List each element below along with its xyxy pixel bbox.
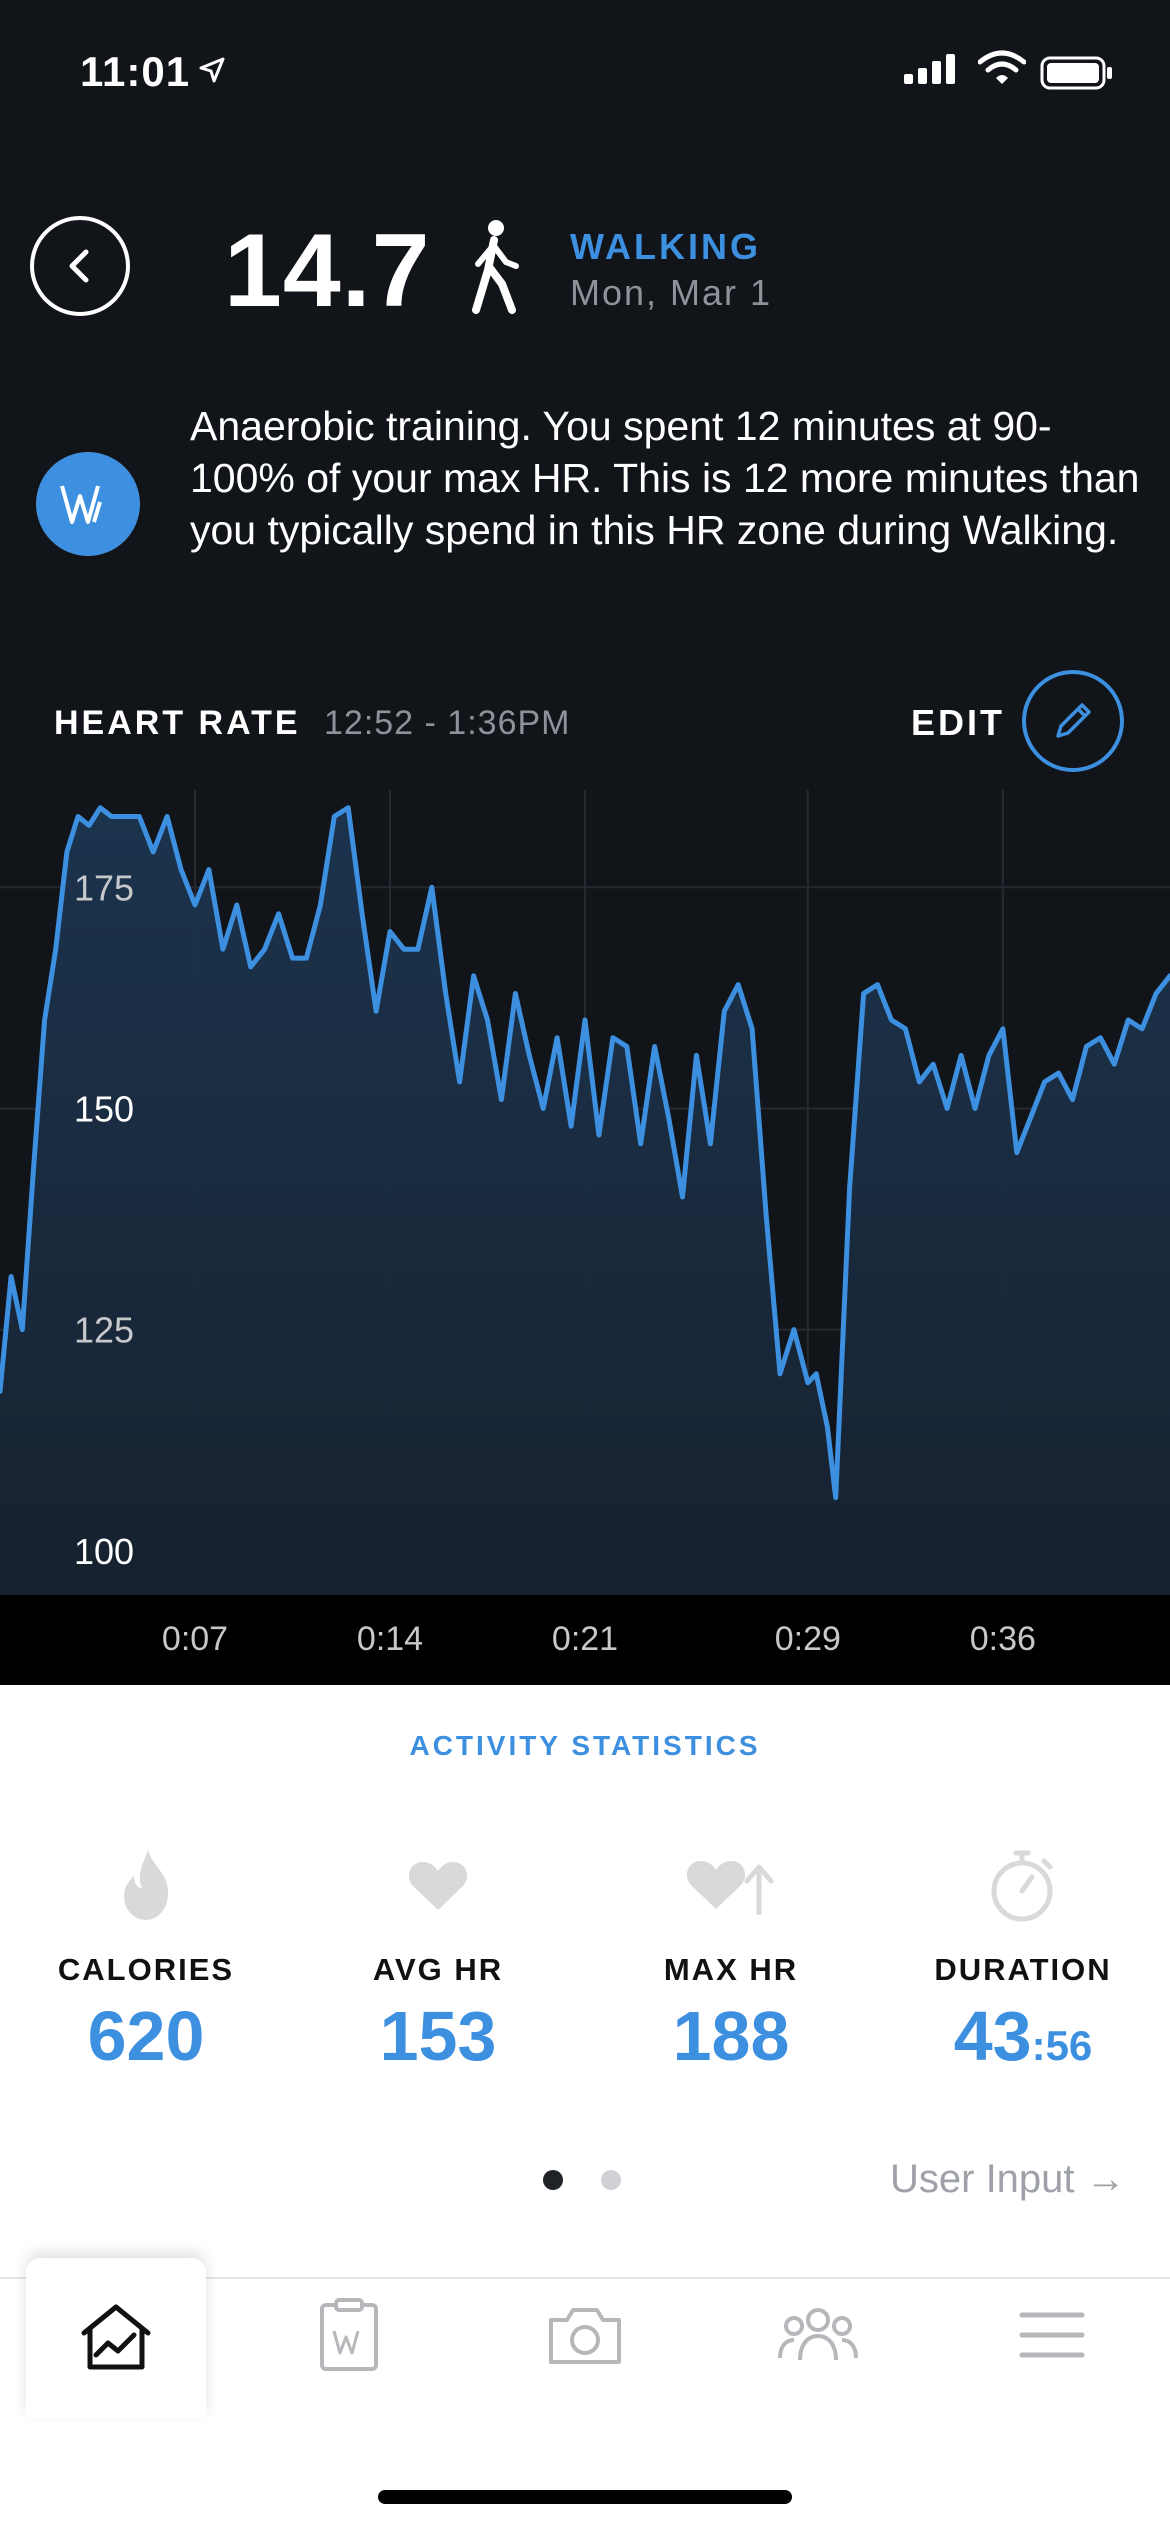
duration-label: DURATION [934,1952,1112,1987]
heart-arrow-up-icon [686,1861,774,1915]
stat-avg-hr: AVG HR 153 [318,1840,558,2076]
calories-value: 620 [87,1997,205,2075]
walking-person-icon [472,220,519,314]
y-tick-label: 100 [74,1531,134,1572]
heart-rate-chart: 175 150 125 100 [0,790,1170,1595]
heart-rate-time-range: 12:52 - 1:36PM [324,704,571,742]
tab-camera[interactable] [495,2260,675,2410]
stat-calories: CALORIES 620 [26,1840,266,2076]
strain-score: 14.7 [224,213,431,329]
heart-rate-title: HEART RATE [54,704,301,742]
edit-button[interactable] [1022,670,1124,772]
journal-icon [320,2298,378,2371]
heart-rate-area-fill [0,807,1170,1595]
heart-rate-line [0,805,1170,1501]
arrow-right-icon: → [1085,2157,1126,2201]
home-chart-icon [81,2304,151,2370]
x-tick-label: 0:14 [356,1620,424,1658]
stat-duration: DURATION 43:56 [903,1840,1143,2076]
y-tick-label: 150 [74,1088,134,1129]
heart-icon [408,1862,468,1910]
x-tick-label: 0:36 [969,1620,1036,1658]
page-dot[interactable] [601,2170,621,2190]
max-hr-label: MAX HR [663,1952,799,1987]
whoop-logo-icon [36,452,140,556]
back-button[interactable] [30,216,130,316]
wifi-icon [978,50,1026,84]
user-input-link[interactable]: User Input → [890,2157,1126,2202]
menu-icon [1019,2312,1085,2358]
tab-community[interactable] [728,2260,908,2410]
y-tick-label: 125 [74,1310,134,1351]
status-time: 11:01 [80,48,191,95]
avg-hr-label: AVG HR [372,1952,504,1987]
activity-name: WALKING [570,226,761,267]
status-bar: 11:01 [0,0,1170,150]
stopwatch-icon [991,1850,1053,1922]
avg-hr-value: 153 [379,1997,497,2075]
tab-journal[interactable] [259,2260,439,2410]
tab-home[interactable] [26,2258,206,2418]
duration-seconds: :56 [1031,2022,1093,2069]
flame-icon [124,1850,169,1920]
page-dot-active[interactable] [543,2170,563,2190]
max-hr-value: 188 [672,1997,790,2075]
tab-menu[interactable] [962,2260,1142,2410]
x-tick-label: 0:29 [774,1620,841,1658]
cellular-signal-icon [904,54,955,84]
calories-label: CALORIES [57,1952,235,1987]
activity-statistics-title: ACTIVITY STATISTICS [409,1730,761,1761]
chevron-left-icon [69,249,89,283]
battery-icon [1040,56,1112,90]
stat-max-hr: MAX HR 188 [611,1840,851,2076]
chart-x-axis [0,1595,1170,1685]
insight-text: Anaerobic training. You spent 12 minutes… [190,403,1140,553]
duration-minutes: 43 [953,1997,1032,2075]
pencil-icon [1056,703,1091,738]
home-indicator [378,2490,792,2504]
x-tick-label: 0:07 [161,1620,229,1658]
activity-date: Mon, Mar 1 [570,272,773,313]
edit-label[interactable]: EDIT [911,702,1006,743]
x-tick-label: 0:21 [551,1620,619,1658]
user-input-label: User Input [890,2157,1075,2201]
location-arrow-icon [199,57,225,83]
y-tick-label: 175 [74,867,134,908]
camera-icon [549,2308,621,2364]
duration-value: 43:56 [903,1996,1143,2076]
community-icon [778,2308,858,2361]
